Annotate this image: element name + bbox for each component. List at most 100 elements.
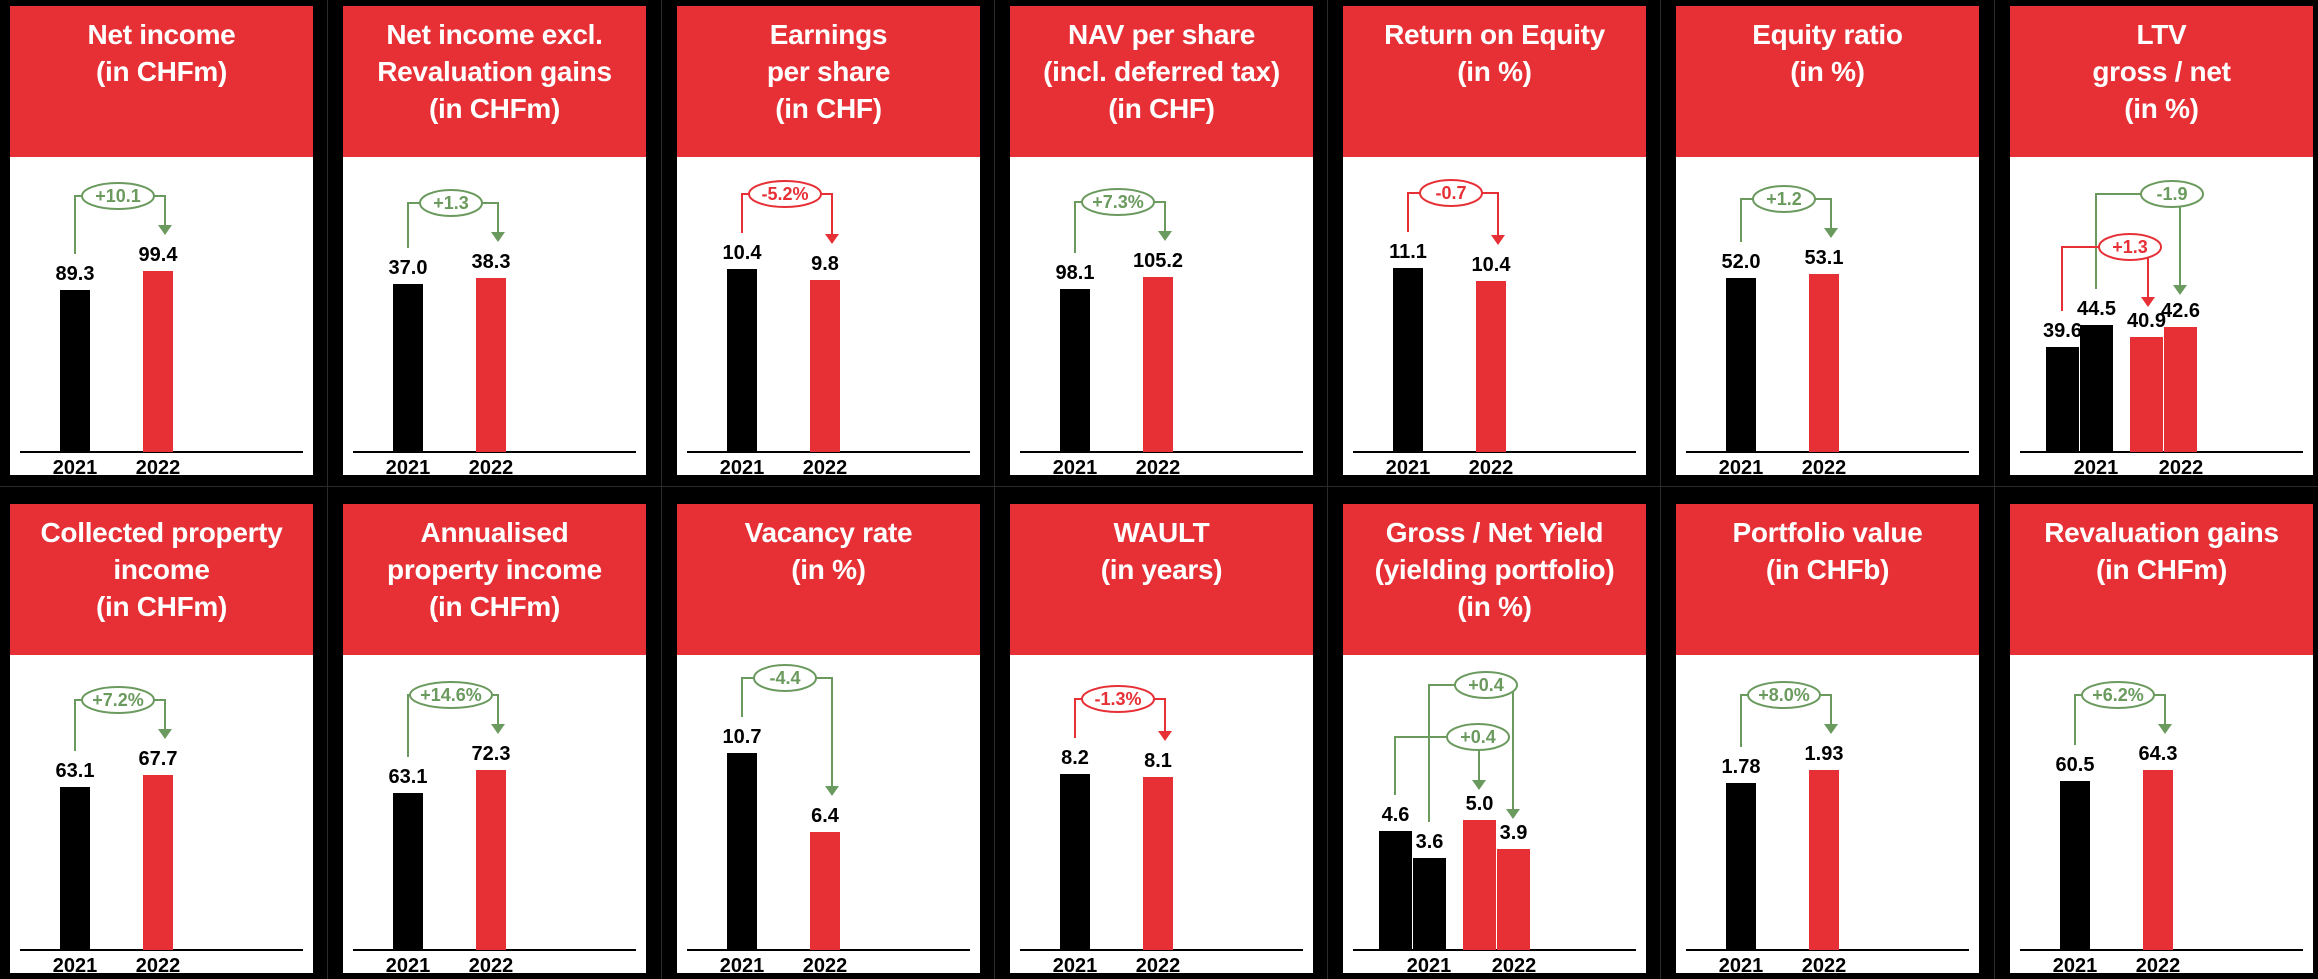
panel-header: NAV per share (incl. deferred tax) (in C… (1010, 6, 1313, 157)
delta-arrowhead (158, 729, 172, 739)
value-label: 1.78 (1722, 756, 1761, 778)
chart-title: NAV per share (incl. deferred tax) (in C… (1043, 19, 1280, 124)
kpi-panel-revaluation-gains: Revaluation gains (in CHFm) 60.5 64.3 2021 2… (2010, 504, 2313, 973)
value-label: 89.3 (56, 263, 95, 285)
bar-2022 (1143, 277, 1173, 452)
panel-header: Return on Equity (in %) (1343, 6, 1646, 157)
delta-annotation: +7.2% (74, 686, 172, 751)
year-label-2021: 2021 (1386, 457, 1431, 475)
delta-value: +14.6% (420, 685, 482, 705)
chart-title: Portfolio value (in CHFb) (1732, 517, 1923, 585)
year-label-2022: 2022 (136, 955, 181, 973)
delta-value: +6.2% (2092, 685, 2144, 705)
chart-title: Earnings per share (in CHF) (766, 19, 891, 124)
bar-2021-s1 (2046, 347, 2079, 452)
delta-badge (1081, 188, 1155, 216)
delta-annotation: -4.4 (741, 664, 839, 796)
year-label-2021: 2021 (1719, 457, 1764, 475)
delta-badge (409, 681, 493, 709)
panel-divider (1327, 0, 1328, 979)
value-label: 10.4 (723, 242, 763, 264)
bar-2022-s2 (1497, 849, 1530, 950)
kpi-panel-roe: Return on Equity (in %) 11.1 10.4 2021 2022 -… (1343, 6, 1646, 475)
delta-value: -0.7 (1435, 183, 1466, 203)
delta-annotation: +7.3% (1074, 188, 1172, 253)
panel-divider (994, 0, 995, 979)
kpi-panel-portfolio-value: Portfolio value (in CHFb) 1.78 1.93 2021 202… (1676, 504, 1979, 973)
panel-header: Collected property income (in CHFm) (10, 504, 313, 655)
bar-2021 (1393, 268, 1423, 452)
chart-title: Annualised property income (in CHFm) (387, 517, 602, 622)
value-label: 64.3 (2139, 743, 2178, 765)
value-label: 10.7 (723, 726, 762, 748)
value-label: 1.93 (1805, 743, 1844, 765)
year-label-2022: 2022 (136, 457, 181, 475)
value-label: 42.6 (2161, 300, 2200, 322)
delta-value: +7.3% (1092, 192, 1144, 212)
panel-header: Earnings per share (in CHF) (677, 6, 980, 157)
delta-arrowhead (491, 232, 505, 242)
year-label-2021: 2021 (1053, 457, 1098, 475)
delta-arrowhead (825, 234, 839, 244)
delta-badge (1752, 185, 1816, 213)
delta-badge (81, 686, 155, 714)
delta-badge (2140, 180, 2204, 208)
delta-badge (1419, 179, 1483, 207)
delta-annotation: +1.2 (1740, 185, 1838, 242)
year-label-2022: 2022 (1802, 955, 1847, 973)
chart-title: Net income (in CHFm) (87, 19, 236, 87)
bar-2022 (2143, 770, 2173, 950)
bar-2022-s1 (2130, 337, 2163, 452)
bar-2022 (1809, 770, 1839, 950)
delta-value: -1.9 (2156, 184, 2187, 204)
delta-value: -5.2% (761, 184, 808, 204)
value-label: 39.6 (2043, 320, 2082, 342)
row-divider (0, 486, 2318, 487)
panel-divider (1994, 0, 1995, 979)
bar-2022-s2 (2164, 327, 2197, 452)
delta-value: +1.2 (1766, 189, 1802, 209)
chart-plot: 11.1 10.4 2021 2022 -0.7 (1353, 179, 1636, 475)
year-label-2022: 2022 (1802, 457, 1847, 475)
delta-connector (1394, 736, 1480, 795)
chart-plot: 10.4 9.8 2021 2022 -5.2% (687, 180, 970, 475)
value-label: 52.0 (1722, 251, 1761, 273)
value-label: 63.1 (389, 766, 428, 788)
value-label: 11.1 (1389, 241, 1427, 263)
delta-annotation: +10.1 (74, 182, 172, 254)
delta-annotation: +1.3 (407, 189, 505, 248)
bar-2022 (810, 280, 840, 452)
value-label: 37.0 (389, 257, 428, 279)
year-label-2021: 2021 (386, 457, 431, 475)
panel-header: LTV gross / net (in %) (2010, 6, 2313, 157)
year-label-2021: 2021 (386, 955, 431, 973)
chart-plot: 52.0 53.1 2021 2022 +1.2 (1686, 185, 1969, 475)
bar-2021 (1726, 783, 1756, 950)
year-label-2022: 2022 (2159, 457, 2204, 475)
year-label-2021: 2021 (1719, 955, 1764, 973)
delta-arrowhead (825, 786, 839, 796)
bar-2021 (727, 269, 757, 452)
bar-2021-s2 (2080, 325, 2113, 452)
bar-2021 (393, 793, 423, 950)
delta-arrowhead (1158, 731, 1172, 741)
panel-header: Net income (in CHFm) (10, 6, 313, 157)
delta-annotation: +1.3 (2061, 233, 2162, 311)
bar-2021 (393, 284, 423, 452)
delta-arrowhead (1824, 724, 1838, 734)
panel-header: Equity ratio (in %) (1676, 6, 1979, 157)
chart-title: Revaluation gains (in CHFm) (2044, 517, 2279, 585)
panel-header: Annualised property income (in CHFm) (343, 504, 646, 655)
chart-plot: 63.1 72.3 2021 2022 +14.6% (353, 681, 636, 973)
value-label: 98.1 (1056, 262, 1095, 284)
bar-2021 (60, 290, 90, 452)
bar-2022 (143, 271, 173, 452)
chart-title: Vacancy rate (in %) (744, 517, 913, 585)
panel-header: Vacancy rate (in %) (677, 504, 980, 655)
year-label-2021: 2021 (1053, 955, 1098, 973)
year-label-2022: 2022 (1469, 457, 1514, 475)
kpi-panel-yield: Gross / Net Yield (yielding portfolio) (… (1343, 504, 1646, 973)
value-label: 72.3 (472, 743, 511, 765)
value-label: 105.2 (1133, 250, 1183, 272)
year-label-2022: 2022 (803, 955, 848, 973)
